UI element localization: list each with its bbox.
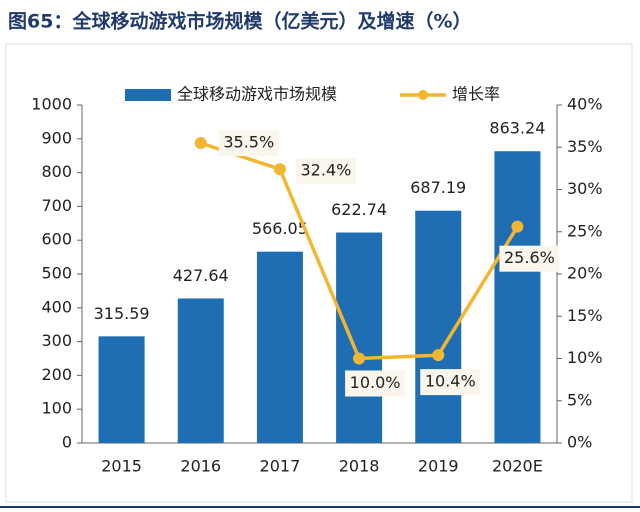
line-label-box: [218, 130, 279, 157]
bar-value-label: 622.74: [331, 200, 387, 219]
line-point: [194, 137, 207, 150]
y2-tick-label: 0%: [567, 433, 592, 452]
x-tick-label: 2015: [101, 457, 142, 476]
bar: [98, 336, 145, 443]
y2-tick-label: 25%: [567, 221, 603, 240]
line-value-label: 35.5%: [223, 133, 274, 152]
y-tick-label: 600: [41, 230, 72, 249]
y2-tick-label: 5%: [567, 390, 592, 409]
bar: [494, 151, 541, 443]
y-tick-label: 900: [41, 128, 72, 147]
y2-tick-label: 20%: [567, 264, 603, 283]
chart-frame: [5, 43, 633, 503]
y-tick-label: 200: [41, 365, 72, 384]
x-tick-label: 2017: [260, 457, 301, 476]
line-label-box: [295, 158, 356, 185]
legend-swatch: [125, 89, 171, 101]
y2-tick-label: 15%: [567, 306, 603, 325]
y-tick-label: 0: [62, 433, 72, 452]
line-label-box: [345, 370, 406, 397]
bar-value-label: 315.59: [94, 304, 150, 323]
legend-label: 全球移动游戏市场规模: [177, 85, 337, 104]
legend-label: 增长率: [452, 85, 500, 104]
y2-tick-label: 40%: [567, 95, 603, 114]
line-point: [273, 163, 286, 176]
y-tick-label: 500: [41, 264, 72, 283]
y-tick-label: 100: [41, 399, 72, 418]
chart-title: 图65：全球移动游戏市场规模（亿美元）及增速（%）: [8, 10, 471, 33]
line-point: [353, 352, 366, 365]
line-value-label: 25.6%: [504, 248, 555, 267]
line-point: [432, 349, 445, 362]
bar: [415, 210, 462, 443]
line-value-label: 10.4%: [425, 372, 476, 391]
bar: [256, 251, 303, 443]
y2-tick-label: 35%: [567, 137, 603, 156]
x-tick-label: 2016: [180, 457, 221, 476]
line-point: [511, 220, 524, 233]
y-tick-label: 800: [41, 162, 72, 181]
y-tick-label: 400: [41, 297, 72, 316]
y-tick-label: 700: [41, 196, 72, 215]
bar: [177, 298, 224, 443]
legend-swatch-point: [418, 90, 428, 100]
y2-tick-label: 10%: [567, 348, 603, 367]
y-tick-label: 300: [41, 331, 72, 350]
bar-value-label: 427.64: [173, 266, 229, 285]
x-tick-label: 2020E: [492, 457, 543, 476]
x-tick-label: 2019: [418, 457, 459, 476]
y-tick-label: 1000: [31, 95, 72, 114]
bar-value-label: 566.05: [252, 219, 308, 238]
bar-value-label: 687.19: [410, 178, 466, 197]
line-label-box: [420, 369, 481, 396]
bar: [336, 232, 383, 443]
line-value-label: 10.0%: [350, 373, 401, 392]
x-tick-label: 2018: [339, 457, 380, 476]
line-value-label: 32.4%: [301, 161, 352, 180]
bar-value-label: 863.24: [489, 119, 545, 138]
line-label-box: [499, 245, 560, 272]
y2-tick-label: 30%: [567, 179, 603, 198]
